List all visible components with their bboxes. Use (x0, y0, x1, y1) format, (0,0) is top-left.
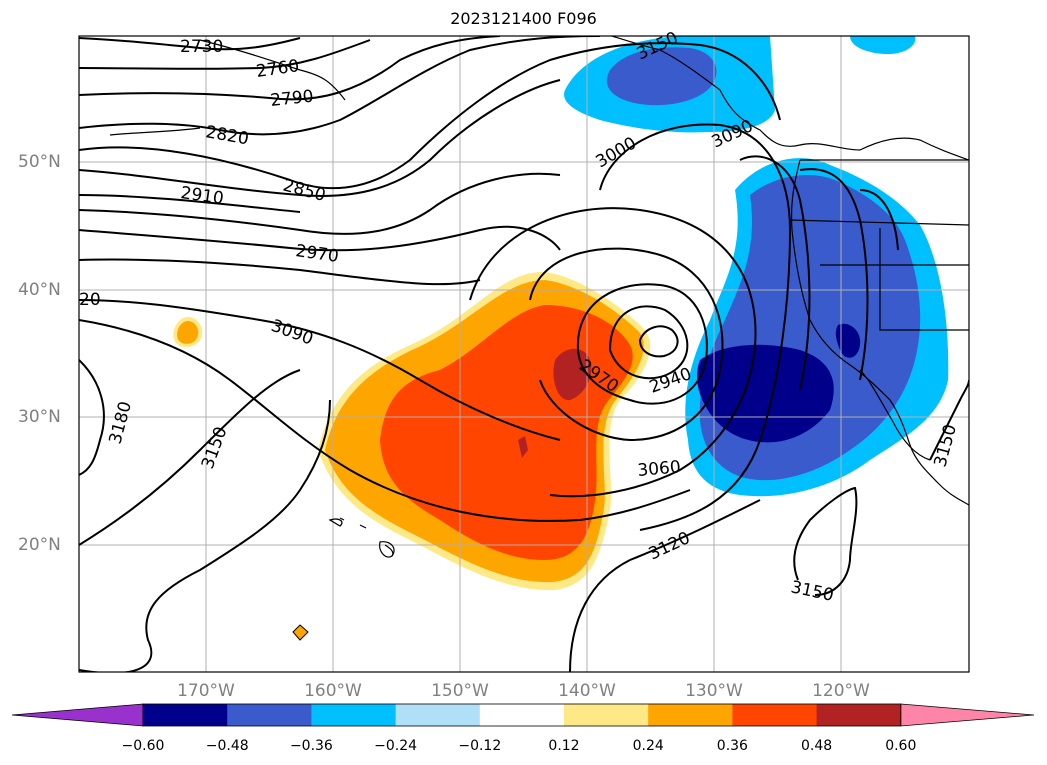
lon-label: 120°W (812, 681, 870, 701)
contour-labels: 2730 2760 2790 2820 2850 2910 2970 3090 … (79, 28, 961, 606)
contour-label: 3180 (106, 399, 137, 446)
colorbar-segment (816, 704, 902, 726)
lon-label: 140°W (558, 681, 616, 701)
colorbar-tick-label: −0.36 (289, 738, 333, 754)
colorbar-tick-label: 0.60 (885, 738, 917, 754)
contour-label: 2760 (255, 56, 301, 82)
map-title: 2023121400 F096 (450, 9, 597, 28)
contour-label: 3120 (646, 528, 694, 564)
map-gridlines (79, 36, 969, 672)
contour-label: 2820 (204, 122, 250, 149)
colorbar-tick-label: 0.24 (632, 738, 664, 754)
positive-anomaly-region (173, 271, 651, 641)
lon-label: 170°W (177, 681, 235, 701)
lon-label: 130°W (685, 681, 743, 701)
lat-label: 50°N (18, 152, 61, 172)
colorbar-tick-label: −0.12 (458, 738, 502, 754)
coastlines (109, 36, 969, 558)
colorbar-tick-label: 0.12 (548, 738, 580, 754)
colorbar-extend-high (900, 703, 1035, 727)
lon-label: 160°W (304, 681, 362, 701)
contour-label: 2850 (281, 176, 328, 207)
colorbar-segment (311, 704, 397, 726)
contour-label: 3060 (637, 457, 682, 481)
colorbar-segment (143, 704, 228, 726)
colorbar-tick-label: −0.48 (205, 738, 249, 754)
contour-label: 3090 (268, 316, 315, 350)
lat-label: 30°N (18, 407, 61, 427)
contour-label: 3150 (789, 577, 835, 606)
colorbar-extend-low (11, 703, 144, 727)
colorbar-tick-label: −0.24 (374, 738, 418, 754)
colorbar-segment (395, 704, 481, 726)
height-contours (79, 36, 969, 672)
colorbar (11, 703, 1035, 727)
colorbar-segment (648, 704, 733, 726)
colorbar-segment (732, 704, 818, 726)
contour-label: 3000 (593, 133, 640, 172)
contour-label: 3150 (931, 422, 962, 469)
lat-label: 20°N (18, 535, 61, 555)
negative-anomaly-north (564, 36, 916, 133)
contour-label: 2790 (269, 87, 314, 111)
colorbar-tick-label: 0.36 (716, 738, 748, 754)
colorbar-tick-label: 0.48 (801, 738, 833, 754)
colorbar-segment (479, 704, 565, 726)
colorbar-tick-label: −0.60 (121, 738, 165, 754)
contour-label: 20 (79, 290, 101, 310)
colorbar-segment (227, 704, 312, 726)
contour-label: 2730 (180, 37, 223, 57)
lat-label: 40°N (18, 280, 61, 300)
colorbar-segment (564, 704, 649, 726)
lon-label: 150°W (431, 681, 489, 701)
